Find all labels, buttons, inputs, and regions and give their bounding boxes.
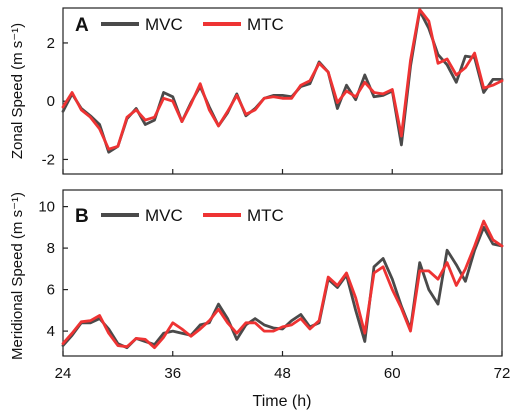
x-tick-label: 72 — [494, 365, 511, 382]
y-tick-label: 10 — [38, 199, 55, 216]
legend-label-mvc-meridional: MVC — [145, 206, 183, 225]
legend-label-mtc-meridional: MTC — [247, 206, 284, 225]
series-group-zonal — [61, 8, 504, 154]
x-tick-label: 36 — [164, 365, 181, 382]
x-ticks-zonal — [62, 169, 503, 174]
y-tick-label: 2 — [47, 35, 55, 52]
x-ticks-meridional — [62, 351, 503, 356]
series-line-mvc-zonal — [61, 9, 504, 154]
panel-zonal: -2 0 2 A MVC MTC Zonal Speed (m s⁻¹) — [9, 7, 504, 175]
panel-label-b: B — [75, 206, 89, 227]
series-line-mtc-zonal — [61, 8, 504, 151]
x-tick-label: 24 — [55, 365, 72, 382]
x-tick-label: 48 — [274, 365, 291, 382]
y-tick-label: 6 — [47, 282, 55, 299]
y-axis-label-meridional: Meridional Speed (m s⁻¹) — [9, 192, 26, 360]
y-ticks-meridional: 4 6 8 10 — [38, 199, 68, 340]
x-tick-label: 60 — [384, 365, 401, 382]
panel-meridional: 4 6 8 10 B MVC MTC Meridional Speed (m s⁻¹) — [9, 189, 504, 360]
series-line-mvc-meridional — [61, 225, 504, 350]
legend-label-mtc-zonal: MTC — [247, 15, 284, 34]
y-tick-label: 8 — [47, 240, 55, 257]
x-tick-labels: 24 36 48 60 72 — [55, 365, 511, 382]
y-ticks-zonal: -2 0 2 — [42, 35, 68, 168]
y-tick-label: 0 — [47, 93, 55, 110]
x-axis-label: Time (h) — [253, 393, 312, 410]
y-tick-label: 4 — [47, 323, 55, 340]
panel-label-a: A — [75, 15, 89, 36]
series-group-meridional — [61, 219, 504, 350]
series-line-mtc-meridional — [61, 219, 504, 350]
y-tick-label: -2 — [42, 151, 55, 168]
legend-label-mvc-zonal: MVC — [145, 15, 183, 34]
y-axis-label-zonal: Zonal Speed (m s⁻¹) — [9, 23, 26, 159]
